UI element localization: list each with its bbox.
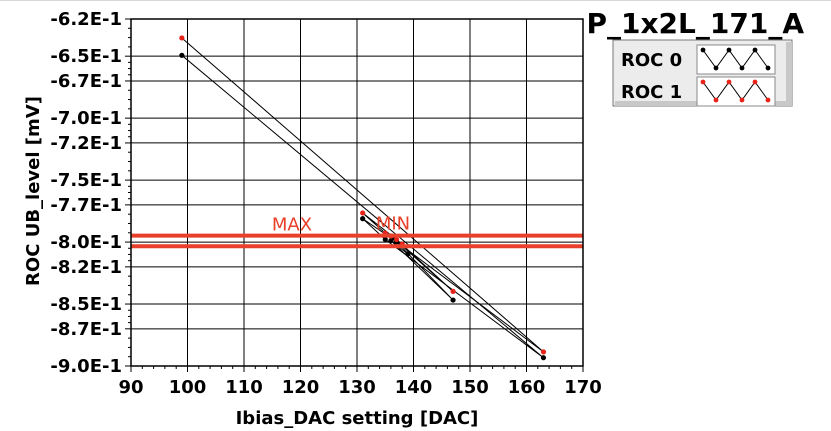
data-point-roc1 [450,288,456,294]
legend-shadow-right [786,42,792,106]
data-point-roc0 [360,216,366,222]
plot-frame [130,18,584,367]
data-point-roc0 [405,251,411,257]
grid-layer [130,18,584,367]
legend-marker [713,97,719,103]
data-point-roc1 [179,35,185,41]
legend-label-roc0: ROC 0 [621,50,682,71]
data-point-roc1 [540,349,547,355]
y-tick-label: -8.5E-1 [50,294,122,315]
data-point-roc0 [450,297,456,303]
legend-line-roc0 [702,49,769,69]
series-line-roc0 [181,54,544,359]
y-tick-label: -7.2E-1 [50,133,122,154]
data-point-roc1 [393,236,400,243]
cursor-layer: MAX MIN [131,213,583,249]
x-tick-label: 100 [169,377,207,398]
legend-marker [726,79,732,85]
legend-marker [739,65,745,71]
legend-line-roc1 [702,81,769,101]
y-tick-label: -8.7E-1 [50,319,122,340]
y-axis-title: ROC UB_level [mV] [23,96,44,286]
plot-title: P_1x2L_171_A [586,7,804,40]
axis-layer: 90 100 110 120 130 140 150 160 170 -6.2E-1 -6.5E-1… [50,9,601,398]
y-tick-label: -8.2E-1 [50,257,122,278]
cursor-label-min: MIN [376,213,410,234]
x-tick-label: 110 [225,377,263,398]
legend-marker [752,47,758,53]
y-tick-label: -7.7E-1 [50,195,122,216]
y-tick-label: -6.2E-1 [50,9,122,30]
legend-points-roc0 [700,47,771,71]
legend-marker [700,79,706,85]
x-tick-label: 160 [508,377,546,398]
legend-marker [726,47,732,53]
x-axis-title: Ibias_DAC setting [DAC] [236,408,479,429]
x-tick-label: 130 [338,377,376,398]
y-tick-label: -8.0E-1 [50,232,122,253]
legend-marker [765,97,771,103]
x-tick-label: 140 [395,377,433,398]
x-tick-label: 150 [451,377,489,398]
legend-points-roc1 [700,79,771,103]
data-point-roc0 [388,237,394,244]
x-tick-label: 120 [282,377,320,398]
legend-marker [739,97,745,103]
y-tick-label: -6.5E-1 [50,46,122,67]
x-tick-label: 170 [564,377,602,398]
legend-marker [713,65,719,71]
legend-marker [752,79,758,85]
data-point-roc0 [382,236,388,243]
legend: ROC 0 ROC 1 [612,39,793,107]
legend-marker [765,65,771,71]
y-tick-label: -9.0E-1 [50,356,122,377]
legend-marker [700,47,706,53]
data-point-roc1 [360,210,366,216]
y-tick-label: -6.7E-1 [50,71,122,92]
data-point-roc0 [179,52,185,58]
data-point-roc0 [540,355,547,361]
cursor-label-max: MAX [272,215,312,236]
x-tick-label: 90 [118,377,143,398]
y-tick-label: -7.0E-1 [50,108,122,129]
legend-label-roc1: ROC 1 [621,82,682,103]
y-tick-label: -7.5E-1 [50,170,122,191]
